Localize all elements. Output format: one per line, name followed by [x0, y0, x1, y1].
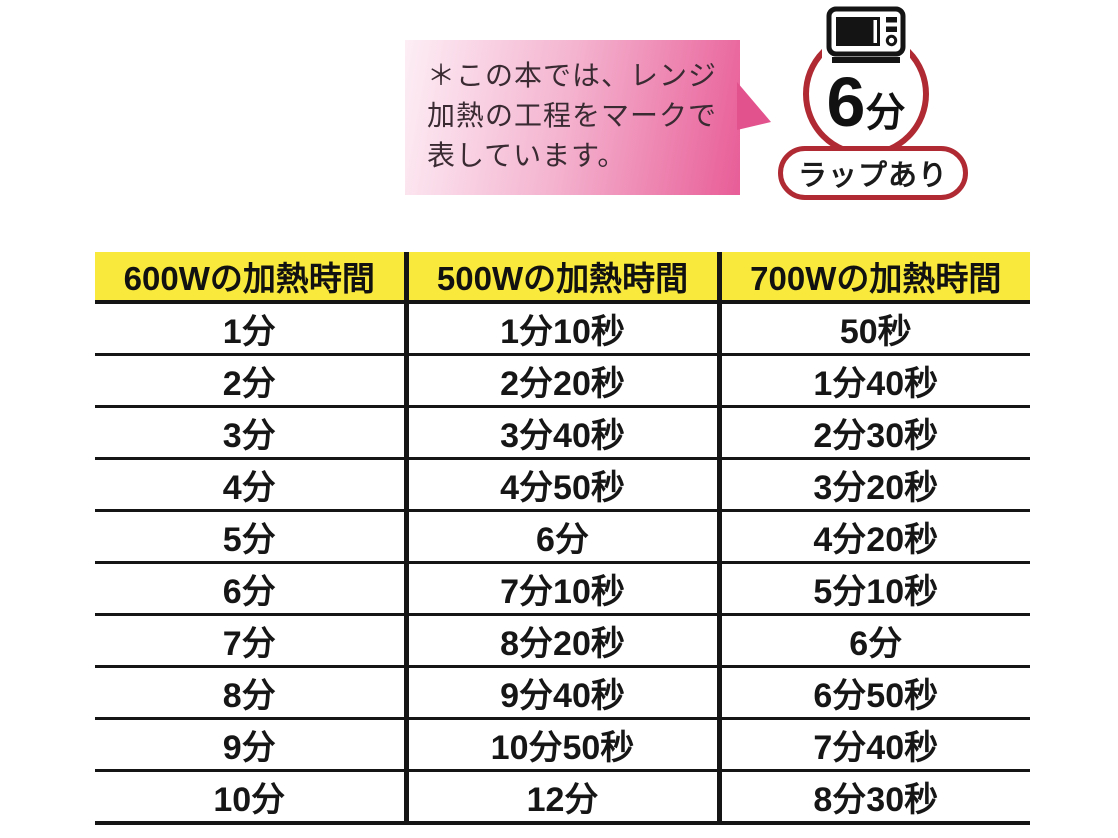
table-cell: 6分 [95, 562, 406, 616]
table-cell: 5分 [95, 510, 406, 564]
table-row: 10分 12分 8分30秒 [95, 770, 1030, 825]
header-600w: 600Wの加熱時間 [95, 252, 406, 304]
heating-time-table: 600Wの加熱時間 500Wの加熱時間 700Wの加熱時間 1分 1分10秒 50秒… [95, 252, 1030, 825]
table-row: 2分 2分20秒 1分40秒 [95, 354, 1030, 408]
time-unit: 分 [865, 91, 906, 135]
note-callout: ＊この本では、レンジ 加熱の工程をマークで 表しています。 [405, 40, 740, 195]
table-cell: 3分40秒 [403, 406, 722, 460]
heat-table-body: 1分 1分10秒 50秒 2分 2分20秒 1分40秒 3分 3分40秒 2分30秒 4分 4分50… [95, 302, 1030, 825]
table-cell: 4分50秒 [403, 458, 722, 512]
table-cell: 1分 [95, 302, 406, 356]
table-cell: 10分50秒 [403, 718, 722, 772]
table-row: 3分 3分40秒 2分30秒 [95, 406, 1030, 460]
wrap-badge-label: ラップあり [797, 160, 948, 192]
table-cell: 8分30秒 [719, 770, 1030, 825]
table-cell: 6分50秒 [719, 666, 1030, 720]
table-cell: 2分30秒 [719, 406, 1030, 460]
table-row: 6分 7分10秒 5分10秒 [95, 562, 1030, 616]
table-cell: 7分40秒 [719, 718, 1030, 772]
table-cell: 2分20秒 [403, 354, 722, 408]
table-cell: 10分 [95, 770, 406, 825]
table-cell: 6分 [719, 614, 1030, 668]
table-row: 8分 9分40秒 6分50秒 [95, 666, 1030, 720]
table-cell: 8分20秒 [403, 614, 722, 668]
note-line: 加熱の工程をマークで [427, 100, 718, 131]
table-cell: 8分 [95, 666, 406, 720]
table-row: 5分 6分 4分20秒 [95, 510, 1030, 564]
table-cell: 2分 [95, 354, 406, 408]
table-cell: 5分10秒 [719, 562, 1030, 616]
table-cell: 4分20秒 [719, 510, 1030, 564]
table-cell: 3分 [95, 406, 406, 460]
table-cell: 50秒 [719, 302, 1030, 356]
microwave-icon [822, 5, 910, 71]
table-cell: 1分40秒 [719, 354, 1030, 408]
table-cell: 6分 [403, 510, 722, 564]
table-cell: 4分 [95, 458, 406, 512]
table-cell: 1分10秒 [403, 302, 722, 356]
table-row: 7分 8分20秒 6分 [95, 614, 1030, 668]
table-header-row: 600Wの加熱時間 500Wの加熱時間 700Wの加熱時間 [95, 252, 1030, 304]
table-cell: 12分 [403, 770, 722, 825]
table-cell: 7分 [95, 614, 406, 668]
table-row: 1分 1分10秒 50秒 [95, 302, 1030, 356]
table-cell: 9分40秒 [403, 666, 722, 720]
table-cell: 9分 [95, 718, 406, 772]
callout-tail-icon [737, 82, 771, 130]
note-line: 表しています。 [427, 140, 627, 171]
table-row: 4分 4分50秒 3分20秒 [95, 458, 1030, 512]
table-cell: 7分10秒 [403, 562, 722, 616]
time-label: 6 分 [803, 62, 929, 142]
time-value: 6 [826, 63, 866, 141]
table-row: 9分 10分50秒 7分40秒 [95, 718, 1030, 772]
header-500w: 500Wの加熱時間 [403, 252, 722, 304]
note-line: ＊この本では、レンジ [427, 60, 718, 91]
header-700w: 700Wの加熱時間 [719, 252, 1030, 304]
table-cell: 3分20秒 [719, 458, 1030, 512]
wrap-badge: ラップあり [778, 146, 968, 200]
